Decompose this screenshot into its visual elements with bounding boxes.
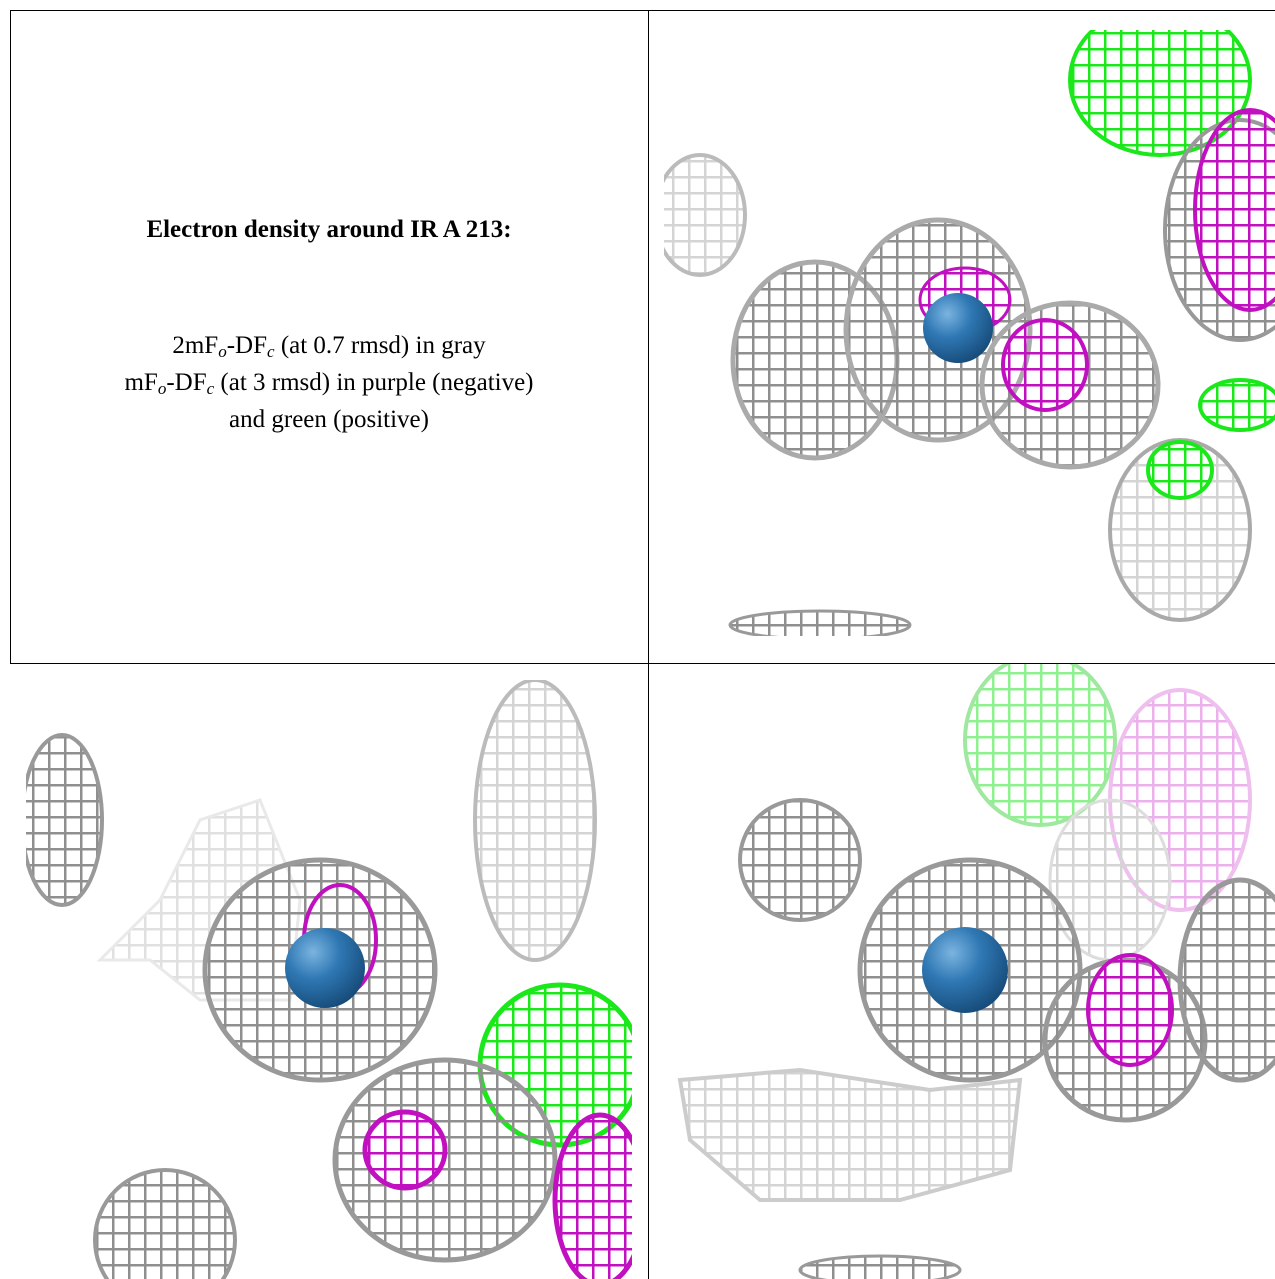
subscript: o <box>218 342 227 361</box>
table-frame <box>10 10 1275 1279</box>
text: and green (positive) <box>229 406 429 433</box>
density-panel <box>26 680 632 1279</box>
caption-title: Electron density around IR A 213: <box>146 216 512 243</box>
subscript: c <box>206 379 215 398</box>
text: 2mF <box>172 332 219 359</box>
subscript: o <box>157 379 167 398</box>
density-panel <box>677 664 1275 1279</box>
density-panel <box>664 30 1275 636</box>
text: (at 3 rmsd) in purple (negative) <box>214 369 534 396</box>
text: mF <box>124 369 158 396</box>
caption-line: and green (positive) <box>10 406 648 434</box>
text: (at 0.7 rmsd) in gray <box>274 332 486 359</box>
caption-cell: Electron density around IR A 213: 2mFo-D… <box>10 10 648 663</box>
subscript: c <box>267 342 275 361</box>
text: -DF <box>166 369 207 396</box>
caption-line: mFo-DFc (at 3 rmsd) in purple (negative) <box>10 369 648 397</box>
caption-line: 2mFo-DFc (at 0.7 rmsd) in gray <box>10 332 648 360</box>
text: -DF <box>226 332 268 359</box>
